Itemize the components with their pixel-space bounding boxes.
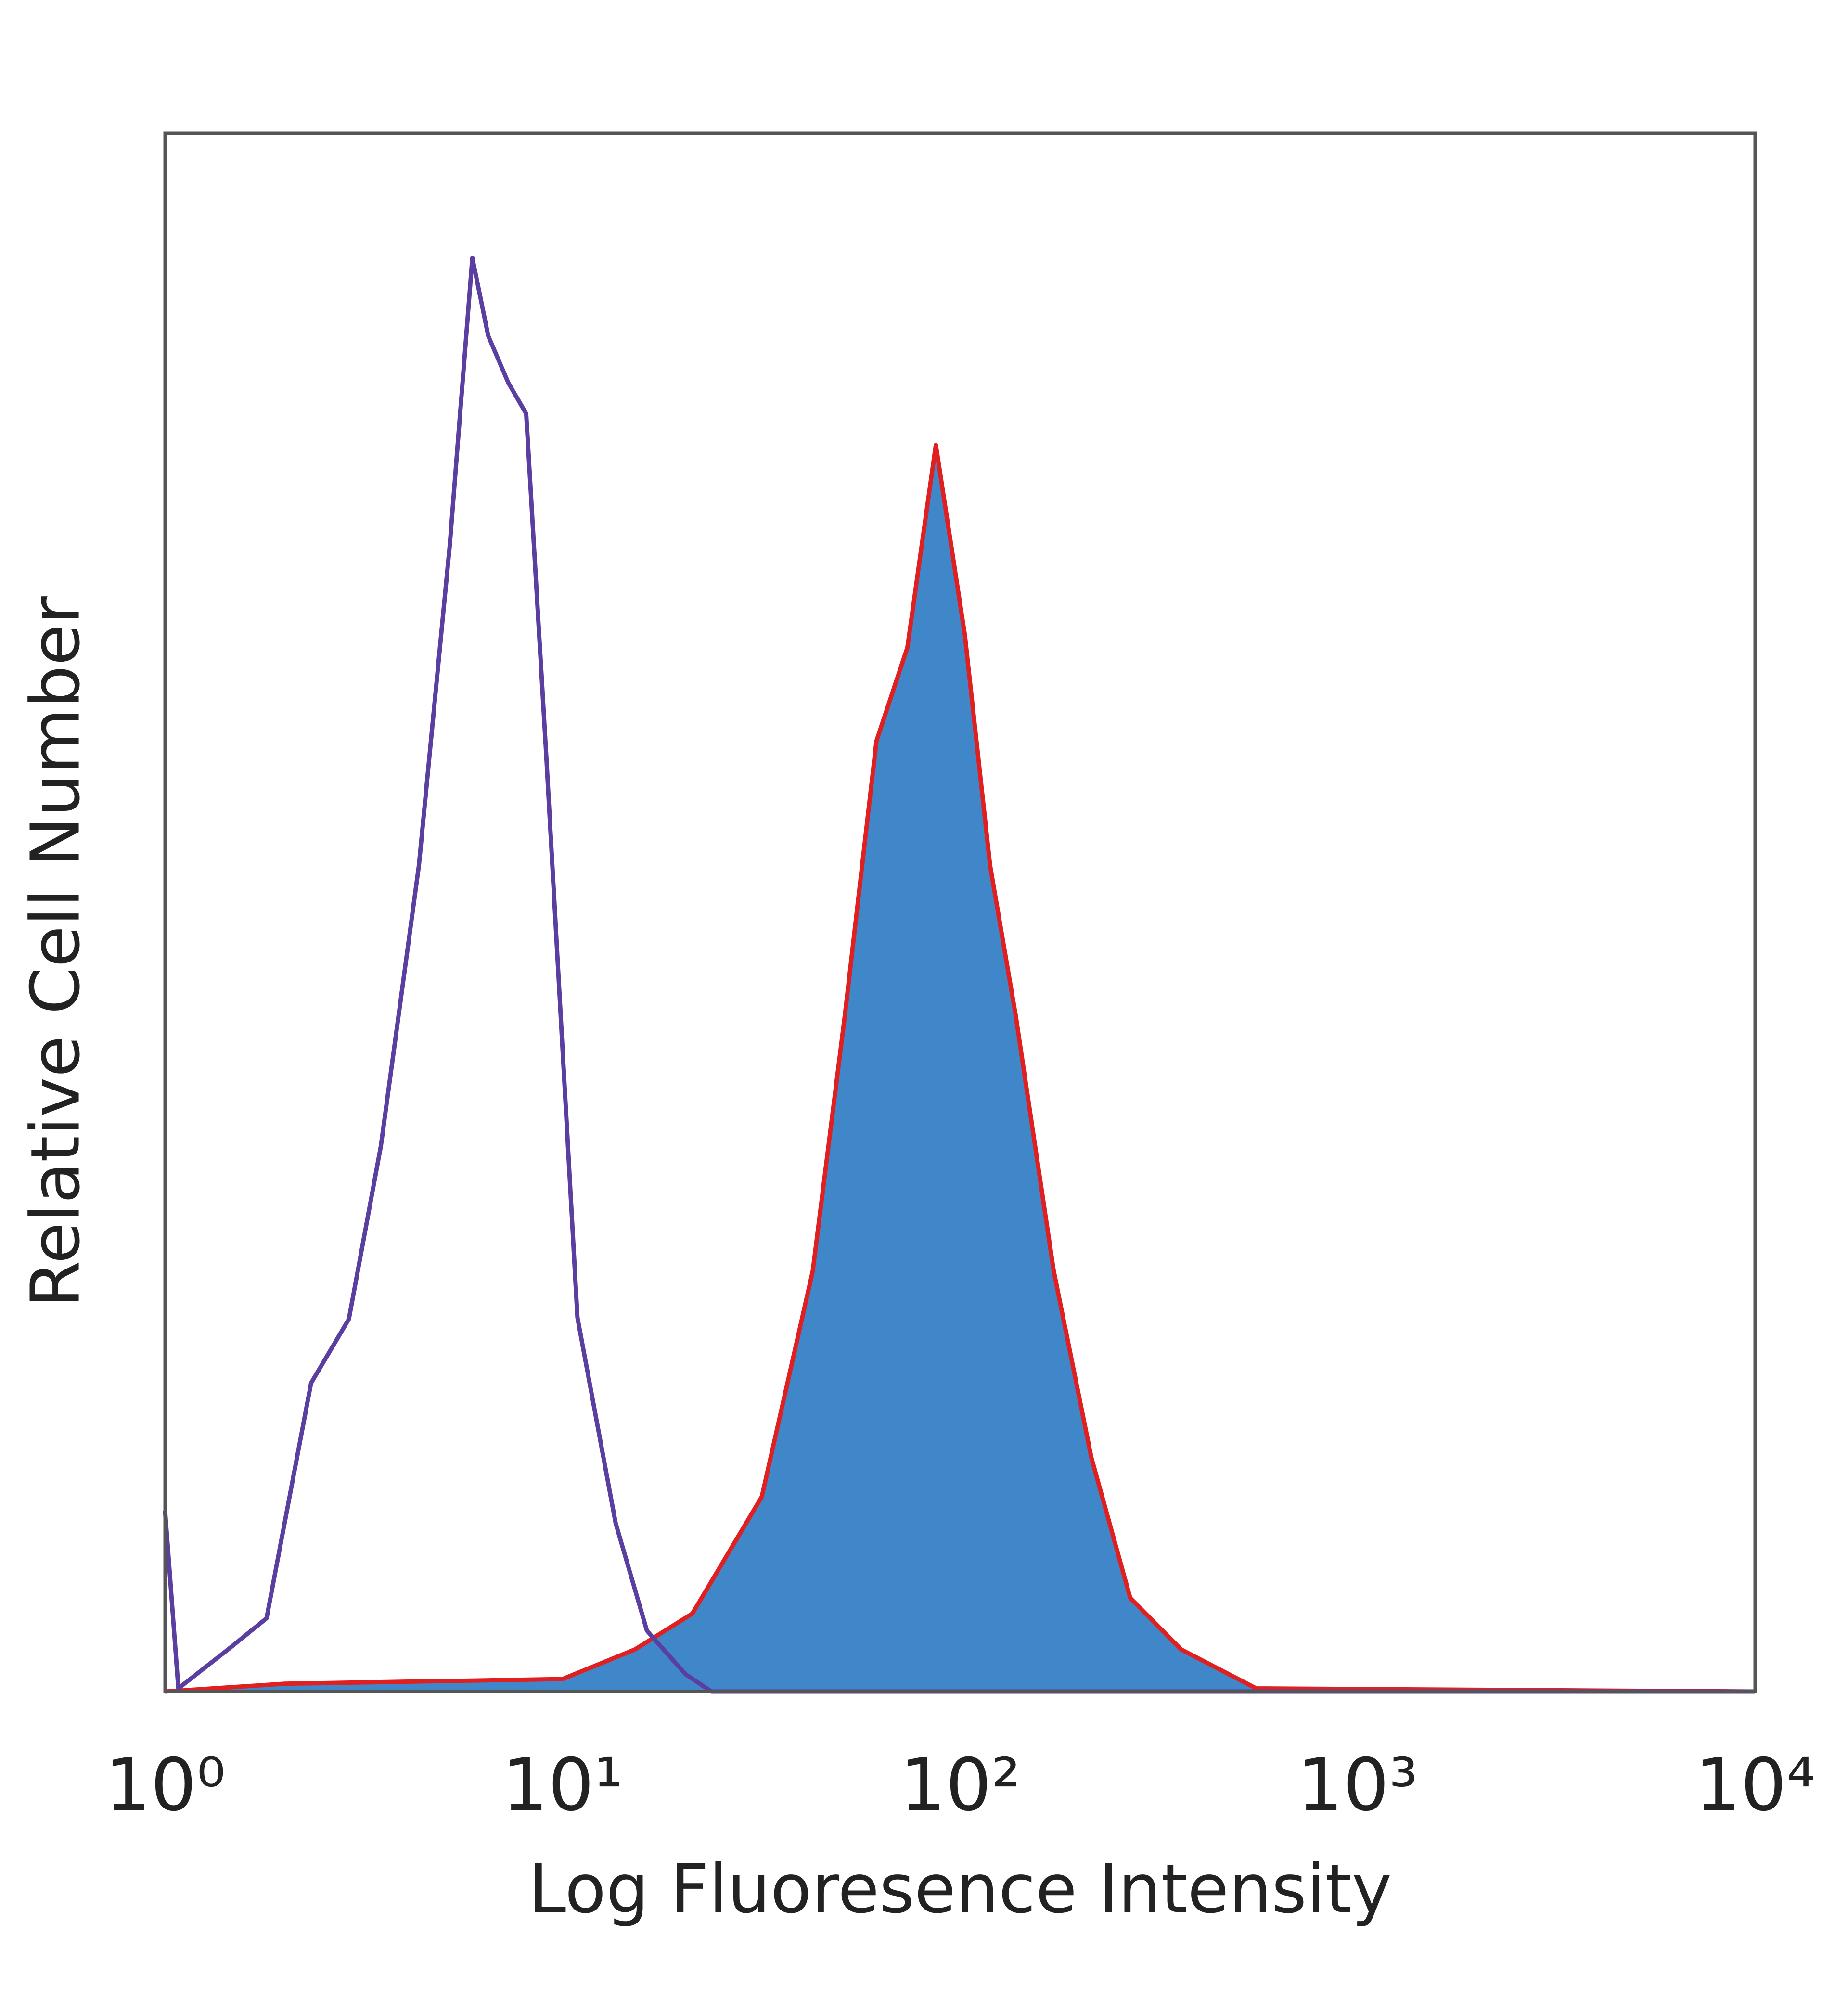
histogram-line bbox=[165, 443, 1756, 1694]
plot-frame bbox=[163, 131, 1757, 1693]
histogram-line bbox=[163, 256, 1755, 1694]
x-axis-title: Log Fluoresence Intensity bbox=[528, 1850, 1392, 1929]
x-tick-label: 10¹ bbox=[502, 1744, 623, 1827]
x-tick-label: 10⁰ bbox=[104, 1744, 225, 1827]
x-tick-label: 10³ bbox=[1297, 1744, 1418, 1827]
y-axis-title: Relative Cell Number bbox=[17, 596, 95, 1308]
histogram-area bbox=[165, 445, 1755, 1692]
x-tick-label: 10⁴ bbox=[1694, 1744, 1815, 1827]
x-tick-label: 10² bbox=[899, 1744, 1020, 1827]
